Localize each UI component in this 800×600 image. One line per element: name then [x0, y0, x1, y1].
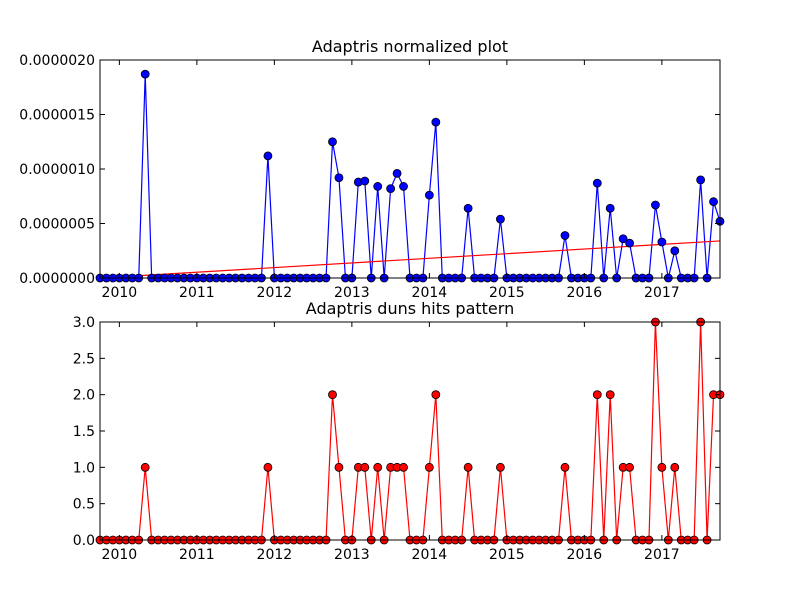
duns-hits-y-tick-label: 2.5 — [73, 351, 95, 367]
normalized-plot-data-point — [424, 190, 434, 200]
normalized-plot-x-ticks: 2010 2011 2012 2013 2014 2015 2016 2017 — [102, 60, 680, 301]
normalized-plot-y-tick-label: 0.0000015 — [19, 108, 95, 124]
duns-hits-data-point — [625, 462, 634, 472]
normalized-plot-y-tick-label: 0.0000000 — [19, 271, 95, 287]
duns-hits-data-point — [328, 390, 337, 400]
duns-hits-data-point — [463, 462, 473, 472]
duns-hits-panel: Adaptris duns hits pattern 2010 2011 2012 2… — [73, 299, 725, 563]
normalized-plot-trend-line — [99, 240, 721, 279]
duns-hits-x-tick-label: 2013 — [334, 547, 370, 563]
duns-hits-x-tick-label: 2016 — [567, 547, 603, 563]
normalized-plot-data-point — [618, 234, 628, 244]
duns-hits-data-point — [334, 462, 344, 472]
normalized-plot-data-point — [670, 246, 680, 256]
duns-hits-x-tick-label: 2011 — [179, 547, 215, 563]
normalized-plot-data-point — [463, 203, 473, 213]
normalized-plot-y-tick-label: 0.0000010 — [19, 162, 95, 178]
normalized-plot-x-tick-label: 2011 — [179, 285, 215, 301]
normalized-plot-data-point — [140, 69, 150, 79]
normalized-plot-data-point — [386, 184, 396, 194]
duns-hits-x-ticks: 2010 2011 2012 2013 2014 2015 2016 2017 — [102, 322, 680, 563]
normalized-plot-x-tick-label: 2014 — [412, 285, 448, 301]
normalized-plot-data-point — [263, 151, 273, 161]
duns-hits-y-tick-label: 2.0 — [73, 388, 95, 404]
normalized-plot-x-tick-label: 2012 — [257, 285, 293, 301]
duns-hits-data-point — [431, 390, 441, 400]
duns-hits-data-point — [560, 462, 570, 472]
duns-hits-y-tick-label: 3.0 — [73, 315, 95, 331]
normalized-plot-data-point — [334, 173, 344, 183]
duns-hits-title: Adaptris duns hits pattern — [306, 299, 514, 318]
normalized-plot-title: Adaptris normalized plot — [312, 37, 508, 56]
duns-hits-data-point — [496, 462, 505, 472]
normalized-plot-x-tick-label: 2015 — [489, 285, 525, 301]
duns-hits-axes-frame — [99, 321, 721, 541]
normalized-plot-data-point — [431, 117, 441, 127]
duns-hits-y-ticks: 0.0 0.5 1.0 1.5 2.0 2.5 3.0 — [73, 315, 720, 549]
normalized-plot-data-point — [657, 237, 667, 247]
duns-hits-data-point — [657, 462, 667, 472]
normalized-plot-axes-frame — [99, 59, 721, 279]
normalized-plot-y-tick-label: 0.0000005 — [19, 217, 95, 233]
normalized-plot-data-point — [605, 203, 615, 213]
duns-hits-x-tick-label: 2012 — [257, 547, 293, 563]
duns-hits-data-point — [592, 390, 602, 400]
duns-hits-data-point — [360, 462, 370, 472]
normalized-plot-data-point — [651, 200, 660, 210]
normalized-plot-data-point — [696, 175, 706, 185]
normalized-plot-data-point — [592, 178, 602, 188]
normalized-plot-data-point — [709, 197, 718, 207]
normalized-plot-x-tick-label: 2010 — [102, 285, 138, 301]
duns-hits-x-tick-label: 2015 — [489, 547, 525, 563]
normalized-plot-data-point — [399, 182, 408, 191]
normalized-plot-x-tick-label: 2013 — [334, 285, 370, 301]
duns-hits-data-point — [424, 462, 434, 472]
duns-hits-data-point — [263, 462, 273, 472]
normalized-plot-y-ticks: 0.0000000 0.0000005 0.0000010 0.0000015 0.00… — [19, 53, 720, 287]
duns-hits-y-tick-label: 1.5 — [73, 424, 95, 440]
duns-hits-data-point — [140, 462, 150, 472]
duns-hits-x-tick-label: 2017 — [644, 547, 680, 563]
normalized-plot-panel: Adaptris normalized plot 2010 2011 2012 201… — [19, 37, 725, 301]
duns-hits-data-point — [605, 390, 615, 400]
normalized-plot-data-point — [328, 137, 337, 147]
normalized-plot-y-tick-label: 0.0000020 — [19, 53, 95, 69]
normalized-plot-data-point — [392, 168, 402, 178]
duns-hits-x-tick-label: 2010 — [102, 547, 138, 563]
normalized-plot-x-tick-label: 2017 — [644, 285, 680, 301]
normalized-plot-data-point — [373, 182, 383, 191]
duns-hits-y-tick-label: 1.0 — [73, 460, 95, 476]
duns-hits-y-tick-label: 0.0 — [73, 533, 95, 549]
duns-hits-data-point — [373, 462, 383, 472]
duns-hits-data-point — [670, 462, 680, 472]
duns-hits-data-point — [399, 462, 408, 472]
normalized-plot-data-point — [360, 176, 370, 186]
normalized-plot-data-point — [625, 238, 634, 248]
duns-hits-y-tick-label: 0.5 — [73, 497, 95, 513]
normalized-plot-x-tick-label: 2016 — [567, 285, 603, 301]
duns-hits-x-tick-label: 2014 — [412, 547, 448, 563]
normalized-plot-data-point — [560, 231, 570, 240]
normalized-plot-data-point — [496, 214, 505, 224]
